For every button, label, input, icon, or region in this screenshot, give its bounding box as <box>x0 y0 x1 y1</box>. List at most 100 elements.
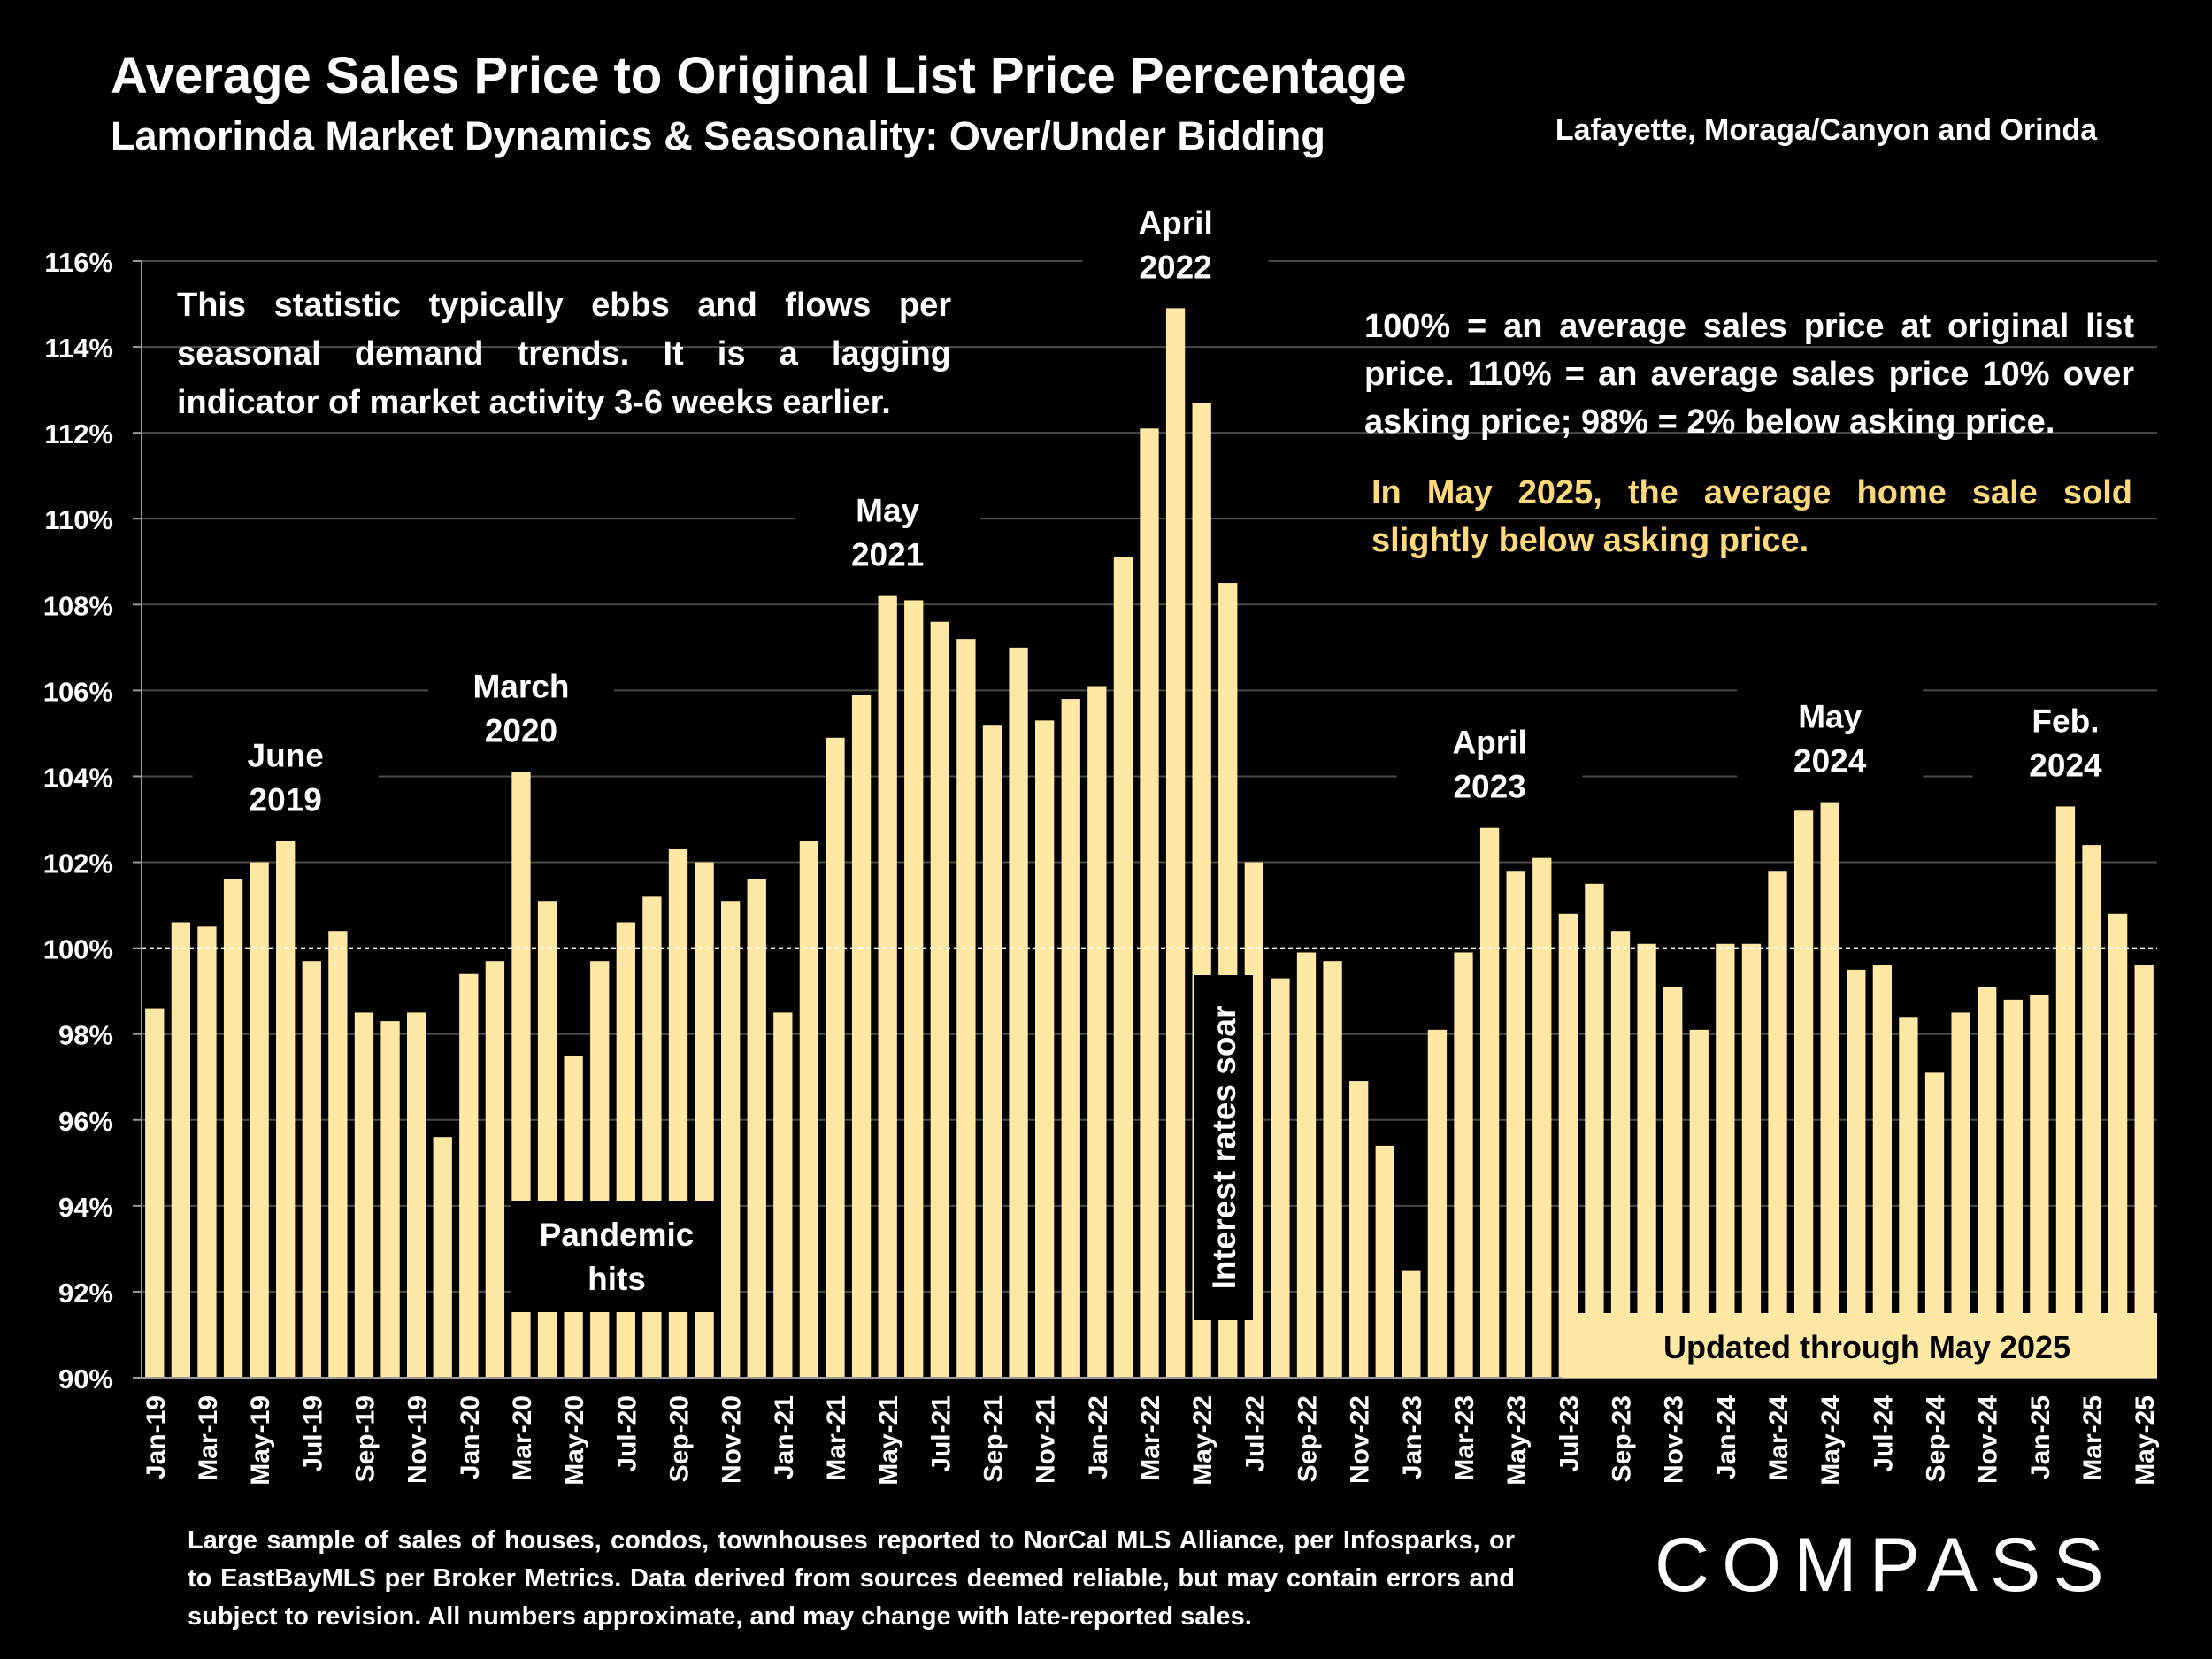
bar-Jun-23 <box>1532 858 1551 1378</box>
x-tick-label: Jan-24 <box>1712 1395 1741 1479</box>
bar-Aug-22 <box>1271 979 1289 1378</box>
x-tick-label: May-24 <box>1816 1395 1846 1486</box>
bar-Feb-25 <box>2056 806 2075 1378</box>
bar-May-23 <box>1507 871 1525 1378</box>
bar-Jul-19 <box>303 961 321 1378</box>
peak-annotation: Feb. <box>2032 703 2099 739</box>
y-tick-label: 106% <box>43 676 113 707</box>
bar-Jan-22 <box>1087 687 1106 1378</box>
x-tick-label: Sep-22 <box>1294 1395 1323 1482</box>
x-tick-label: Sep-19 <box>350 1395 380 1482</box>
bar-May-19 <box>250 863 268 1378</box>
x-tick-label: Mar-21 <box>822 1395 851 1481</box>
peak-annotation: April <box>1138 204 1212 241</box>
bar-Oct-23 <box>1637 944 1655 1378</box>
bar-Apr-22 <box>1166 308 1185 1378</box>
bar-Apr-24 <box>1794 810 1813 1378</box>
bar-Feb-19 <box>172 922 190 1378</box>
x-tick-label: Jul-23 <box>1555 1395 1584 1472</box>
bar-Jan-23 <box>1402 1271 1420 1378</box>
peak-annotation: March <box>472 669 569 705</box>
peak-annotation: April <box>1452 725 1526 761</box>
x-tick-label: Jan-22 <box>1084 1395 1113 1479</box>
bar-Mar-21 <box>826 738 844 1378</box>
bar-Mar-24 <box>1768 871 1786 1378</box>
bar-Dec-22 <box>1376 1146 1394 1378</box>
pandemic-label: hits <box>588 1261 646 1297</box>
x-tick-label: Jan-20 <box>456 1395 485 1479</box>
x-tick-label: Nov-22 <box>1346 1395 1375 1484</box>
bar-Jan-19 <box>145 1009 164 1378</box>
interest-label: Interest rates soar <box>1206 1006 1242 1290</box>
x-tick-label: Mar-24 <box>1764 1395 1793 1481</box>
bar-Jun-20 <box>590 961 609 1378</box>
note-seasonality: This statistic typically ebbs and flows … <box>177 281 951 427</box>
x-tick-label: Jul-20 <box>612 1395 641 1472</box>
bar-Feb-21 <box>800 841 818 1378</box>
bar-Nov-22 <box>1349 1081 1368 1378</box>
x-tick-label: Jan-21 <box>770 1395 799 1479</box>
peak-annotation: 2020 <box>485 713 557 749</box>
y-tick-label: 114% <box>44 333 113 364</box>
x-tick-label: Sep-21 <box>979 1395 1008 1482</box>
peak-annotation: May <box>1798 699 1862 735</box>
bar-May-21 <box>879 596 897 1378</box>
y-tick-label: 96% <box>58 1106 113 1137</box>
footer-disclaimer: Large sample of sales of houses, condos,… <box>188 1522 1515 1636</box>
pandemic-label: Pandemic <box>540 1217 695 1253</box>
bar-Sep-19 <box>355 1012 373 1378</box>
bar-Nov-20 <box>721 901 740 1378</box>
x-tick-label: Mar-20 <box>508 1395 537 1481</box>
bar-Mar-19 <box>197 926 216 1378</box>
peak-annotation: 2023 <box>1453 769 1525 805</box>
x-tick-label: Jan-25 <box>2026 1395 2055 1479</box>
y-tick-label: 112% <box>44 419 113 449</box>
x-tick-label: Jul-21 <box>926 1395 956 1472</box>
x-tick-label: May-23 <box>1502 1395 1532 1486</box>
bar-Oct-22 <box>1323 961 1341 1378</box>
bar-Jul-21 <box>931 622 949 1378</box>
y-tick-label: 100% <box>43 934 113 965</box>
x-tick-label: Jul-24 <box>1869 1395 1898 1472</box>
bar-Sep-22 <box>1297 952 1316 1378</box>
y-tick-label: 116% <box>44 247 113 278</box>
bar-Jan-24 <box>1716 944 1734 1378</box>
bar-Apr-23 <box>1480 828 1499 1378</box>
note-definition: 100% = an average sales price at origina… <box>1364 303 2134 446</box>
x-tick-label: May-20 <box>560 1395 589 1486</box>
x-tick-label: Mar-23 <box>1450 1395 1479 1481</box>
y-tick-label: 102% <box>43 849 113 879</box>
x-axis-ticks: Jan-19 Mar-19 May-19 Jul-19 Sep-19 Nov-19 Jan-… <box>142 1378 2160 1486</box>
x-tick-label: May-21 <box>874 1395 903 1486</box>
compass-logo: COMPASS <box>1655 1522 2116 1609</box>
x-tick-label: Sep-20 <box>664 1395 694 1482</box>
x-tick-label: Jan-19 <box>142 1395 171 1479</box>
x-tick-label: Mar-25 <box>2078 1395 2108 1481</box>
bar-Dec-21 <box>1062 699 1080 1378</box>
bar-Jul-23 <box>1559 914 1578 1378</box>
note-highlight: In May 2025, the average home sale sold … <box>1371 469 2132 565</box>
x-tick-label: Sep-23 <box>1608 1395 1637 1482</box>
bar-Feb-23 <box>1428 1030 1447 1378</box>
bar-Feb-20 <box>486 961 504 1378</box>
bar-Nov-21 <box>1035 720 1054 1378</box>
x-tick-label: Mar-19 <box>194 1395 223 1481</box>
bar-Dec-20 <box>748 879 766 1378</box>
bar-May-24 <box>1821 803 1839 1378</box>
bar-Apr-19 <box>224 879 242 1378</box>
x-tick-label: Jul-19 <box>298 1395 327 1472</box>
peak-annotation: June <box>248 737 324 773</box>
bar-Sep-21 <box>983 725 1002 1378</box>
x-tick-label: May-19 <box>246 1395 275 1486</box>
y-tick-label: 108% <box>43 590 113 621</box>
peak-annotation: 2021 <box>851 537 924 573</box>
bar-Oct-21 <box>1009 648 1027 1378</box>
peak-annotation: 2024 <box>2029 747 2102 783</box>
y-tick-label: 110% <box>44 504 113 535</box>
bar-Feb-22 <box>1114 557 1133 1378</box>
bar-Apr-25 <box>2108 914 2127 1378</box>
bar-Jun-21 <box>904 600 923 1378</box>
x-tick-label: Nov-20 <box>718 1395 747 1484</box>
bar-Oct-19 <box>380 1021 399 1378</box>
x-tick-label: Nov-23 <box>1660 1395 1689 1484</box>
